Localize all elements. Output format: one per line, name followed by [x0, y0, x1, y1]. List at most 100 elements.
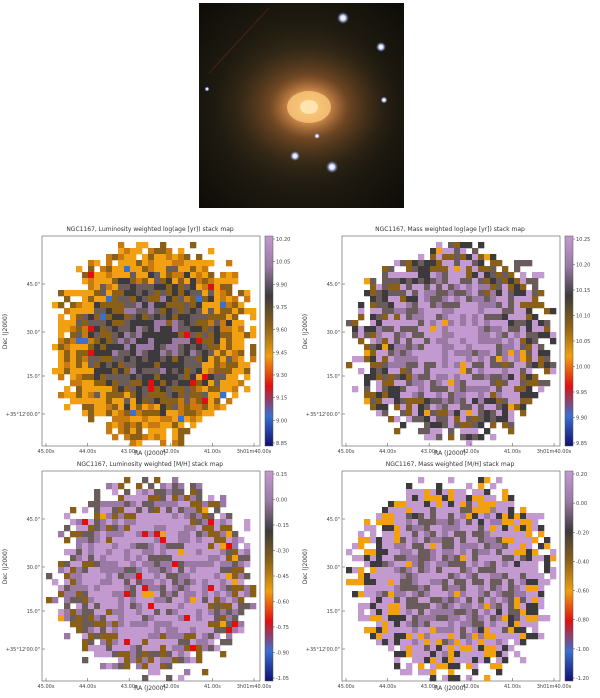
bin-cells	[346, 477, 557, 682]
bin-cell	[100, 266, 107, 273]
colorbar-tick-label: 10.20	[276, 237, 290, 243]
bin-cell	[238, 555, 245, 562]
bin-cell	[178, 555, 185, 562]
bin-cell	[160, 495, 167, 502]
bin-cell	[250, 356, 257, 363]
bin-cell	[70, 398, 77, 405]
bin-cell	[94, 320, 101, 327]
bin-cell	[472, 651, 479, 658]
bin-cell	[178, 567, 185, 574]
bin-cell	[532, 609, 539, 616]
bin-cell	[448, 248, 455, 255]
y-tick-label: 45.0"	[327, 517, 340, 523]
bin-cell	[448, 513, 455, 520]
bin-cell	[508, 525, 515, 532]
bin-cell	[466, 428, 473, 435]
bin-cell	[370, 332, 377, 339]
bin-cell	[394, 537, 401, 544]
bin-cell	[238, 332, 245, 339]
bin-cell	[166, 362, 173, 369]
bin-cell	[148, 416, 155, 423]
bin-cell	[484, 489, 491, 496]
bin-cell	[454, 531, 461, 538]
bin-cell	[376, 386, 383, 393]
bin-cell	[124, 591, 131, 598]
bin-cell	[178, 651, 185, 658]
bin-cell	[484, 368, 491, 375]
bin-cell	[202, 639, 209, 646]
bin-cell	[502, 513, 509, 520]
y-tick-label: +35°12'00.0"	[306, 412, 340, 418]
bin-cell	[472, 320, 479, 327]
bin-cell	[112, 350, 119, 357]
bin-cell	[106, 663, 113, 670]
bin-cell	[178, 248, 185, 255]
bin-cell	[424, 374, 431, 381]
bin-cell	[70, 302, 77, 309]
bin-cell	[82, 362, 89, 369]
bin-cell	[478, 621, 485, 628]
bin-cell	[208, 332, 215, 339]
bin-cell	[142, 350, 149, 357]
bin-cell	[70, 573, 77, 580]
bin-cell	[130, 567, 137, 574]
bin-cell	[64, 308, 71, 315]
bin-cell	[502, 308, 509, 315]
bin-cell	[136, 513, 143, 520]
bin-cell	[514, 567, 521, 574]
bin-cell	[418, 567, 425, 574]
bin-cell	[226, 278, 233, 285]
bin-cell	[220, 573, 227, 580]
bin-cell	[184, 567, 191, 574]
bin-cell	[382, 320, 389, 327]
bin-cell	[226, 519, 233, 526]
bin-cell	[178, 483, 185, 490]
bin-cell	[172, 428, 179, 435]
bin-cell	[424, 434, 431, 441]
bin-cell	[154, 308, 161, 315]
bin-cell	[184, 603, 191, 610]
bin-cell	[406, 296, 413, 303]
bin-cell	[436, 633, 443, 640]
bin-cell	[532, 278, 539, 285]
bin-cell	[190, 356, 197, 363]
bin-cell	[478, 585, 485, 592]
bin-cell	[166, 296, 173, 303]
bin-cell	[442, 332, 449, 339]
bin-cell	[58, 392, 65, 399]
bin-cell	[442, 302, 449, 309]
bin-cell	[76, 380, 83, 387]
bin-cell	[142, 368, 149, 375]
bin-cell	[454, 398, 461, 405]
bin-cell	[466, 567, 473, 574]
bin-cell	[112, 513, 119, 520]
bin-cell	[58, 320, 65, 327]
bin-cell	[370, 585, 377, 592]
bin-cell	[112, 531, 119, 538]
bin-cell	[64, 296, 71, 303]
bin-cell	[190, 513, 197, 520]
bin-cell	[124, 362, 131, 369]
bin-cell	[106, 519, 113, 526]
bin-cell	[238, 609, 245, 616]
bin-cell	[178, 621, 185, 628]
bin-cell	[226, 380, 233, 387]
bin-cell	[58, 531, 65, 538]
bin-cell	[160, 537, 167, 544]
bin-cell	[472, 615, 479, 622]
bin-cell	[88, 416, 95, 423]
bin-cell	[136, 597, 143, 604]
bin-cell	[382, 344, 389, 351]
bin-cell	[436, 579, 443, 586]
bin-cell	[208, 585, 215, 592]
bin-cell	[460, 585, 467, 592]
bin-cell	[160, 639, 167, 646]
bin-cell	[82, 633, 89, 640]
bin-cell	[526, 621, 533, 628]
bin-cell	[190, 549, 197, 556]
bin-cell	[172, 254, 179, 261]
bin-cell	[400, 561, 407, 568]
bin-cell	[202, 260, 209, 267]
bin-cell	[118, 362, 125, 369]
bin-cell	[172, 651, 179, 658]
